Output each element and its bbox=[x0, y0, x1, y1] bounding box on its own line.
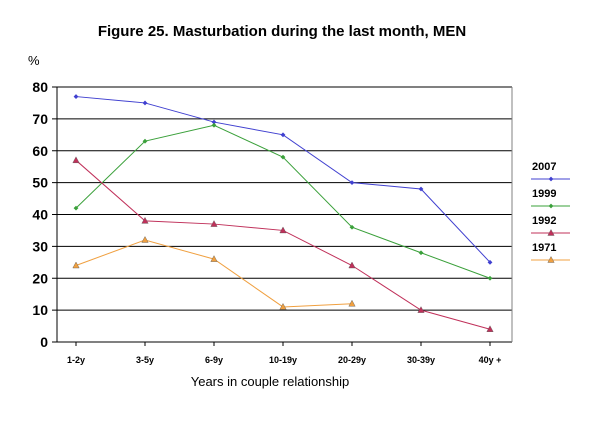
data-point-2007 bbox=[487, 259, 493, 265]
legend-marker-1971 bbox=[547, 256, 555, 263]
legend-label-1999: 1999 bbox=[532, 188, 556, 200]
data-point-1999 bbox=[487, 275, 493, 281]
y-tick-label: 50 bbox=[32, 175, 48, 191]
series-line-2007 bbox=[75, 96, 491, 263]
data-point-2007 bbox=[73, 94, 79, 99]
y-tick-label: 70 bbox=[32, 111, 48, 127]
x-tick-label: 30-39y bbox=[407, 355, 435, 365]
data-point-1992 bbox=[210, 220, 218, 227]
grid-lines bbox=[56, 86, 513, 343]
legend-marker-2007 bbox=[548, 176, 554, 182]
legend-marker-1999 bbox=[548, 203, 554, 209]
y-tick-label: 0 bbox=[40, 334, 48, 350]
series-1999 bbox=[73, 122, 493, 281]
data-point-1992 bbox=[279, 226, 287, 234]
y-tick-label: 30 bbox=[32, 238, 48, 254]
y-axis-unit: % bbox=[28, 53, 40, 68]
data-point-1971 bbox=[141, 236, 149, 243]
series-1971 bbox=[72, 236, 356, 310]
x-axis-ticks: 1-2y 3-5y 6-9y 10-19y 20-29y 30-39y 40y + bbox=[67, 342, 501, 365]
series-1992 bbox=[72, 156, 494, 332]
data-point-2007 bbox=[349, 180, 355, 186]
legend-marker-1992 bbox=[547, 229, 555, 236]
data-point-2007 bbox=[280, 132, 286, 138]
y-tick-label: 20 bbox=[32, 270, 48, 286]
y-axis-ticks: 0 10 20 30 40 50 60 70 80 bbox=[32, 79, 57, 350]
series-2007 bbox=[73, 94, 493, 265]
data-point-1992 bbox=[72, 156, 80, 164]
series-line-1999 bbox=[75, 124, 491, 279]
data-point-2007 bbox=[211, 119, 217, 125]
data-point-1971 bbox=[210, 255, 218, 262]
data-point-1971 bbox=[348, 299, 356, 307]
x-tick-label: 1-2y bbox=[67, 355, 85, 365]
data-point-1992 bbox=[486, 325, 494, 332]
legend-label-1971: 1971 bbox=[532, 242, 556, 254]
data-point-2007 bbox=[142, 100, 148, 106]
legend-label-1992: 1992 bbox=[532, 215, 556, 227]
data-point-1999 bbox=[418, 250, 424, 256]
x-tick-label: 10-19y bbox=[269, 355, 297, 365]
x-tick-label: 6-9y bbox=[205, 355, 223, 365]
y-tick-label: 80 bbox=[32, 79, 48, 95]
data-point-1999 bbox=[73, 205, 79, 211]
data-point-1999 bbox=[142, 138, 148, 144]
data-point-1971 bbox=[279, 303, 287, 310]
legend: 2007 1999 1992 1971 bbox=[531, 161, 570, 263]
y-tick-label: 10 bbox=[32, 302, 48, 318]
data-point-1999 bbox=[349, 224, 355, 230]
data-point-1971 bbox=[72, 261, 80, 269]
data-point-2007 bbox=[418, 186, 424, 192]
y-tick-label: 40 bbox=[32, 207, 48, 223]
x-tick-label: 20-29y bbox=[338, 355, 366, 365]
series-line-1971 bbox=[75, 239, 353, 308]
x-tick-label: 40y + bbox=[479, 355, 502, 365]
series-lines bbox=[72, 94, 494, 332]
data-point-1999 bbox=[211, 122, 217, 128]
data-point-1999 bbox=[280, 154, 286, 160]
y-tick-label: 60 bbox=[32, 143, 48, 159]
data-point-1992 bbox=[348, 261, 356, 269]
x-tick-label: 3-5y bbox=[136, 355, 154, 365]
x-axis-title: Years in couple relationship bbox=[191, 374, 350, 389]
legend-label-2007: 2007 bbox=[532, 161, 556, 173]
chart-title: Figure 25. Masturbation during the last … bbox=[98, 23, 466, 40]
data-point-1992 bbox=[417, 306, 425, 313]
data-point-1992 bbox=[141, 216, 149, 224]
